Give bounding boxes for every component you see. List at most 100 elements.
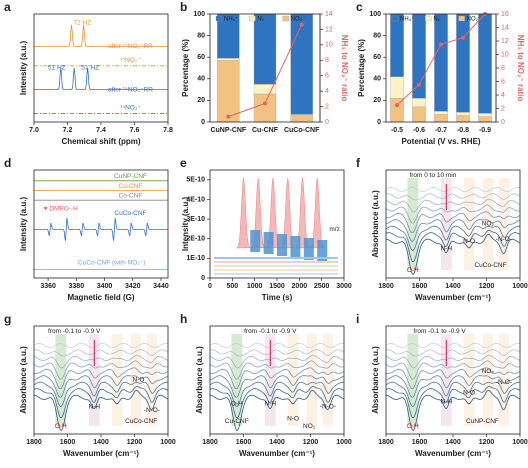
- x-tick-label: 3000: [336, 283, 352, 290]
- bar-segment: [253, 13, 277, 85]
- spectrum-trace: [33, 354, 169, 369]
- x-tick-label: 1600: [60, 439, 76, 446]
- x-tick-label: 1200: [479, 439, 495, 446]
- bar-segment: [434, 111, 448, 115]
- x-tick-label: 7.4: [96, 127, 106, 134]
- x-axis-label: Magnetic field (G): [67, 293, 134, 302]
- annotation: NO₂: [482, 221, 495, 228]
- band: [440, 334, 452, 426]
- band: [482, 334, 494, 426]
- x-tick-label: -0.5: [391, 127, 403, 134]
- y2-axis-label: NH₃ to NO₂⁻ ratio: [516, 35, 525, 102]
- y-axis-label: Absorbance (a.u.): [195, 346, 204, 414]
- legend-swatch: [282, 15, 289, 22]
- y-axis-label: Intensity (a.u.): [181, 197, 190, 252]
- band: [264, 334, 276, 426]
- annotation: Cu-CNF: [119, 183, 143, 190]
- y-axis-label: Absorbance (a.u.): [371, 190, 380, 258]
- annotation: CuCo-CNF: [474, 262, 506, 269]
- legend-label: NO₂⁻: [467, 17, 482, 23]
- y-tick-label: 1E-10: [186, 255, 205, 262]
- x-tick-label: 1000: [160, 439, 176, 446]
- y-axis-label: Percentage (%): [181, 39, 190, 97]
- bar-segment: [412, 98, 426, 108]
- bar-segment: [390, 98, 404, 123]
- spectrum-trace: [385, 349, 521, 357]
- annotation: ¹⁴NO₂⁻: [120, 105, 141, 112]
- x-axis-label: Wavenumber (cm⁻¹): [415, 449, 491, 458]
- y-axis-label: Intensity (a.u.): [19, 197, 28, 252]
- spectrum-trace: [209, 389, 345, 431]
- annotation: O-H: [407, 423, 419, 430]
- x-tick-label: 1000: [247, 283, 263, 290]
- spectrum-trace: [209, 367, 345, 390]
- spectrum-trace: [33, 360, 169, 380]
- y2-tick-label: 0: [501, 119, 505, 126]
- annotation: O-H: [55, 423, 67, 430]
- panel-label: f: [356, 156, 361, 170]
- x-tick-label: 1800: [26, 439, 42, 446]
- band: [498, 334, 510, 426]
- bar-segment: [412, 106, 426, 123]
- x-tick-label: 1200: [127, 439, 143, 446]
- y-tick-label: 60: [197, 54, 205, 61]
- y-tick-label: 80: [373, 32, 381, 39]
- band: [111, 334, 123, 426]
- ms-step: [250, 230, 261, 252]
- x-tick-label: 1600: [412, 283, 428, 290]
- y2-tick-label: 10: [325, 42, 333, 49]
- ms-step: [290, 236, 301, 258]
- bar-segment: [478, 113, 492, 117]
- ratio-point: [395, 103, 399, 108]
- y-axis-label: Absorbance (a.u.): [19, 346, 28, 414]
- x-tick-label: 1000: [512, 283, 528, 290]
- y-tick-label: 4E-10: [186, 196, 205, 203]
- annotation: after ¹⁴NO₂⁻RR: [108, 86, 153, 93]
- annotation: -N-O-: [496, 236, 512, 243]
- y-tick-label: 40: [373, 76, 381, 83]
- bar-segment: [253, 93, 277, 123]
- x-tick-label: 1000: [336, 439, 352, 446]
- annotation: -N-O-: [496, 379, 512, 386]
- spectrum-trace: [385, 193, 521, 201]
- y2-tick-label: 8: [501, 65, 505, 72]
- spectrum-trace: [385, 230, 521, 263]
- annotation: from 0 to 10 min: [409, 172, 456, 179]
- bar-segment: [290, 114, 313, 116]
- spectrum-trace: [209, 360, 345, 380]
- annotation: from -0.1 to -0.9 V: [244, 328, 297, 335]
- annotation: -N-O-: [320, 404, 336, 411]
- panel-label: c: [356, 0, 363, 14]
- y2-tick-label: 2: [501, 105, 505, 112]
- annotation: 72 HZ: [73, 19, 91, 26]
- spectrum-trace: [33, 389, 169, 431]
- band: [306, 334, 318, 426]
- annotation: O-H: [407, 267, 419, 274]
- ratio-point: [439, 42, 443, 47]
- bar-segment: [217, 58, 240, 61]
- axis-frame: [385, 13, 497, 123]
- y2-tick-label: 4: [325, 88, 329, 95]
- spectrum-trace: [209, 375, 345, 398]
- spectrum-trace: [209, 349, 345, 357]
- x-tick-label: -0.6: [413, 127, 425, 134]
- legend-swatch: [215, 15, 223, 22]
- ratio-point: [299, 22, 304, 27]
- bar-segment: [478, 13, 492, 114]
- band: [322, 334, 334, 426]
- legend-swatch: [458, 15, 465, 22]
- x-tick-label: 7.6: [130, 127, 140, 134]
- spectrum-trace: [33, 342, 169, 348]
- y2-axis-label: NH₃ to NO₂⁻ ratio: [340, 35, 349, 102]
- band: [482, 178, 494, 270]
- x-axis-label: Chemical shift (ppm): [61, 137, 140, 146]
- x-tick-label: -0.8: [457, 127, 469, 134]
- x-tick-label: CuCo-CNF: [284, 127, 320, 134]
- bar-segment: [290, 115, 313, 123]
- band: [146, 334, 158, 426]
- y-tick-label: 0: [201, 275, 205, 282]
- spectrum-trace: [385, 381, 521, 407]
- panel-label: i: [356, 312, 359, 326]
- panel-label: b: [180, 0, 187, 14]
- x-axis-label: Wavenumber (cm⁻¹): [415, 293, 491, 302]
